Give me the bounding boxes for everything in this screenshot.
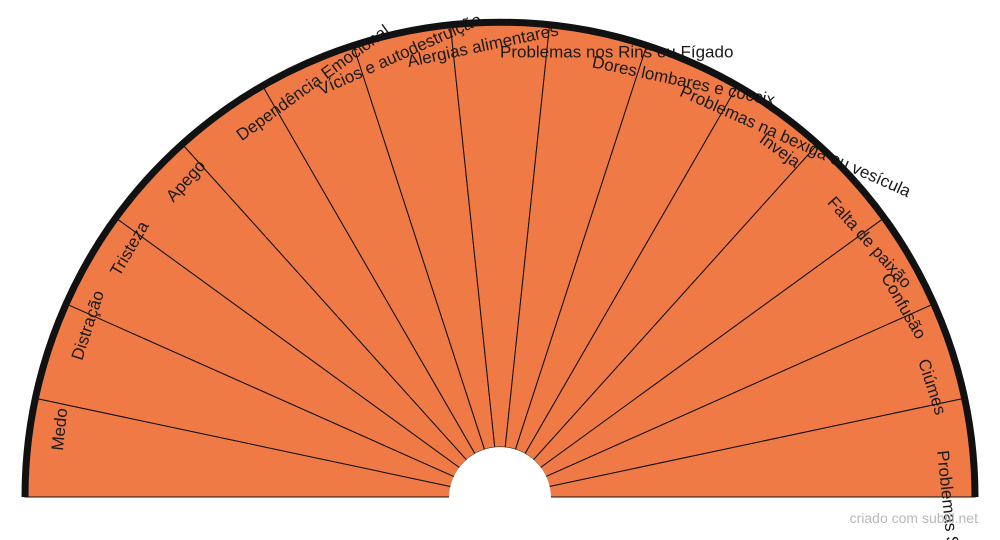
outer-rim bbox=[21, 18, 979, 498]
segment-label-1: Medo bbox=[48, 407, 71, 451]
credit-text: criado com subtil.net bbox=[849, 510, 978, 526]
segments-layer bbox=[24, 21, 976, 498]
center-hole bbox=[449, 447, 551, 498]
